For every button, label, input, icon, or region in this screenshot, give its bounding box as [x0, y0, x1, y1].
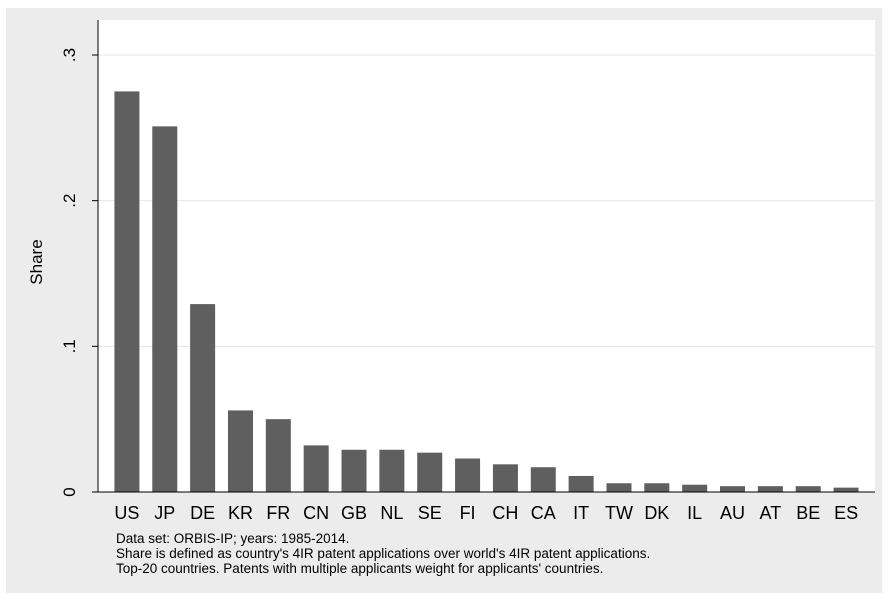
- x-tick-label: CN: [303, 503, 329, 523]
- x-tick-label: NL: [380, 503, 403, 523]
- y-tick-label: .2: [60, 194, 79, 208]
- bar-jp: [152, 126, 178, 493]
- bar-ca: [530, 467, 556, 492]
- x-tick-label: SE: [418, 503, 442, 523]
- bar-it: [568, 475, 594, 492]
- bar-kr: [227, 410, 253, 492]
- bar-au: [720, 486, 746, 492]
- bar-se: [417, 452, 443, 492]
- bar-nl: [379, 449, 405, 492]
- x-tick-label: JP: [154, 503, 175, 523]
- y-axis-label: Share: [27, 239, 46, 284]
- x-tick-label: KR: [228, 503, 253, 523]
- y-tick-label: .1: [60, 339, 79, 353]
- x-tick-label: FR: [266, 503, 290, 523]
- x-tick-label: DK: [644, 503, 669, 523]
- bar-at: [757, 486, 783, 492]
- x-tick-label: IL: [687, 503, 702, 523]
- plot-area: [98, 20, 875, 492]
- x-tick-label: CH: [492, 503, 518, 523]
- bar-cn: [303, 445, 329, 492]
- bar-ch: [492, 464, 518, 492]
- note-dataset: Data set: ORBIS-IP; years: 1985-2014.: [116, 531, 350, 546]
- y-tick-label: .3: [60, 48, 79, 62]
- bar-de: [190, 304, 216, 492]
- bar-gb: [341, 449, 367, 492]
- x-tick-label: FI: [460, 503, 476, 523]
- bar-be: [795, 486, 821, 492]
- bar-us: [114, 91, 140, 493]
- x-tick-label: US: [114, 503, 139, 523]
- bar-fr: [265, 419, 291, 492]
- bar-il: [682, 484, 708, 492]
- x-tick-label: AU: [720, 503, 745, 523]
- x-tick-label: TW: [605, 503, 633, 523]
- note-share-definition: Share is defined as country's 4IR patent…: [116, 546, 651, 561]
- bar-es: [833, 487, 859, 492]
- bar-tw: [606, 483, 632, 492]
- x-tick-label: CA: [531, 503, 556, 523]
- bar-fi: [455, 458, 481, 492]
- x-tick-label: DE: [190, 503, 215, 523]
- x-tick-label: BE: [796, 503, 820, 523]
- x-tick-label: AT: [760, 503, 782, 523]
- x-tick-label: IT: [573, 503, 589, 523]
- note-top20: Top-20 countries. Patents with multiple …: [116, 561, 604, 576]
- bar-dk: [644, 483, 670, 492]
- y-tick-label: 0: [60, 487, 79, 496]
- x-tick-label: GB: [341, 503, 367, 523]
- x-tick-label: ES: [834, 503, 858, 523]
